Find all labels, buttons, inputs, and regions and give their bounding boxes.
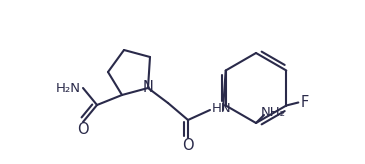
- Text: N: N: [143, 81, 153, 95]
- Text: F: F: [300, 95, 308, 110]
- Text: O: O: [77, 122, 89, 136]
- Text: O: O: [182, 137, 194, 153]
- Text: NH₂: NH₂: [261, 106, 286, 120]
- Text: HN: HN: [212, 102, 232, 114]
- Text: H₂N: H₂N: [56, 82, 81, 94]
